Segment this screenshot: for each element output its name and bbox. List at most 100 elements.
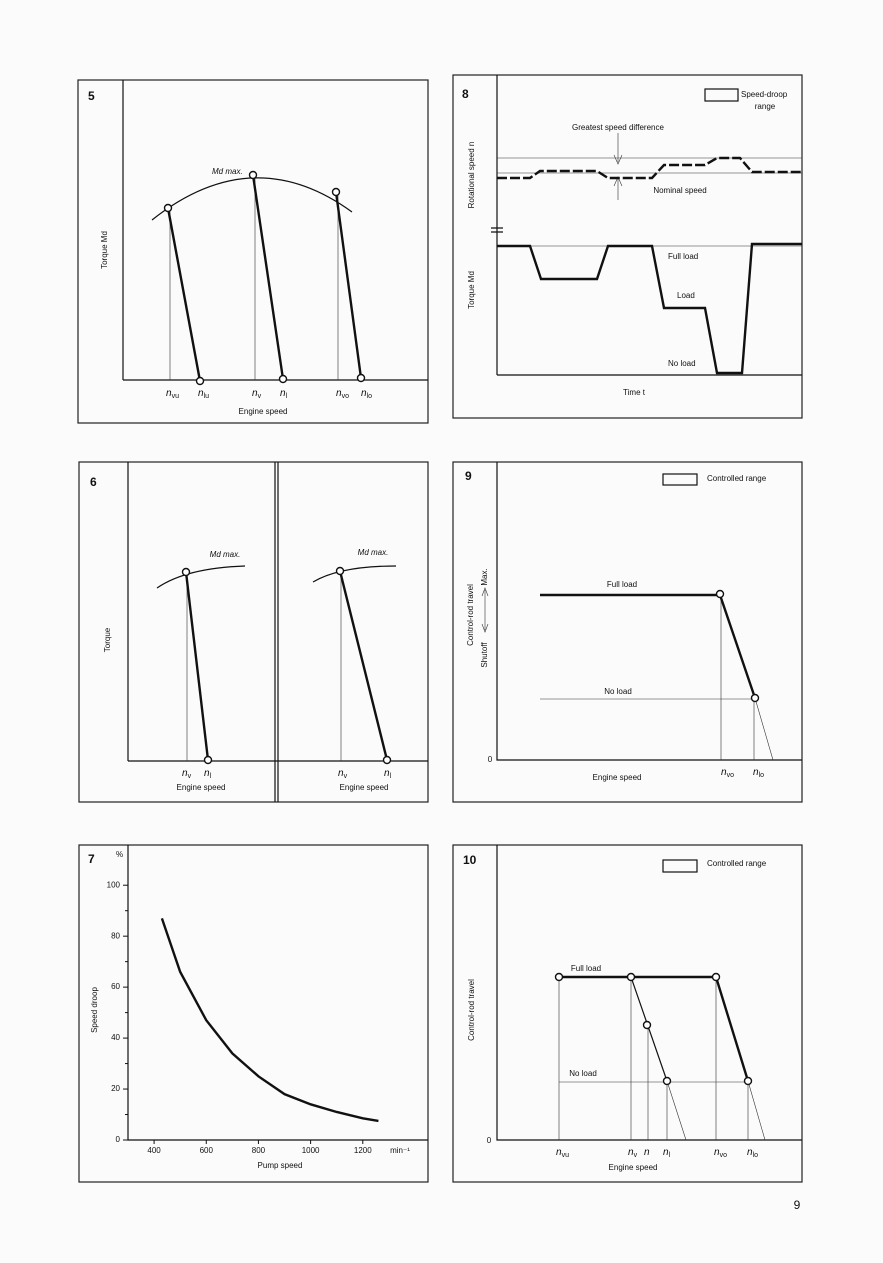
- frame: [452, 74, 803, 419]
- droop-lines: [166, 174, 363, 382]
- point: [750, 693, 760, 703]
- arrows: [613, 133, 623, 200]
- point: [743, 1076, 753, 1086]
- y-label: Control-rod travel: [467, 979, 476, 1041]
- axes: [496, 845, 802, 1141]
- y-label: Speed droop: [90, 987, 99, 1033]
- x-label: Engine speed: [340, 783, 389, 792]
- speed-subscript: l: [286, 393, 288, 400]
- legend-box: [662, 859, 698, 873]
- x-label: Engine speed: [609, 1163, 658, 1172]
- speed-label: nvo: [721, 767, 734, 779]
- legend-box: [704, 88, 739, 102]
- point: [642, 1020, 652, 1030]
- figure-number: 5: [88, 89, 95, 103]
- frame: [78, 844, 429, 1183]
- speed-symbol: n: [336, 388, 342, 399]
- speed-label: nlo: [361, 388, 372, 400]
- curves: [156, 565, 397, 589]
- frame: [452, 844, 803, 1183]
- full-load-line: [559, 975, 750, 1082]
- speed-subscript: l: [669, 1152, 671, 1159]
- y-tick-label: 0: [116, 1135, 121, 1144]
- axis-break: [491, 227, 503, 233]
- thin-lines: [558, 977, 766, 1141]
- legend-label: Speed-droop: [741, 90, 788, 99]
- speed-subscript: v: [258, 393, 262, 400]
- annotation: Nominal speed: [653, 186, 706, 195]
- speed-symbol: n: [280, 388, 286, 399]
- annotation: No load: [604, 687, 632, 696]
- page-number: 9: [794, 1198, 801, 1212]
- x-marks: nvu nv n nl nvo nlo: [556, 1147, 758, 1159]
- origin-label: 0: [487, 1136, 492, 1145]
- point: [248, 170, 258, 180]
- speed-symbol: n: [753, 767, 759, 778]
- y-tick-label: 20: [111, 1084, 120, 1093]
- speed-label: nl: [204, 768, 212, 780]
- y-tick-label: 100: [107, 880, 121, 889]
- points: [163, 170, 366, 386]
- point: [382, 755, 392, 765]
- annotation: Load: [677, 291, 695, 300]
- y-label: Torque: [103, 627, 112, 652]
- speed-symbol: n: [747, 1147, 753, 1158]
- speed-label: nl: [384, 768, 392, 780]
- point: [711, 972, 721, 982]
- speed-label: nlo: [753, 767, 764, 779]
- y-label: Torque Md: [100, 231, 109, 269]
- point: [335, 566, 345, 576]
- speed-label: n: [644, 1147, 650, 1158]
- speed-subscript: lo: [759, 772, 765, 779]
- speed-symbol: n: [714, 1147, 720, 1158]
- x-label: Time t: [623, 388, 646, 397]
- speed-symbol: n: [663, 1147, 669, 1158]
- speed-label: nlu: [198, 388, 209, 400]
- droop-line: [630, 976, 668, 1082]
- y-tick-label: 40: [111, 1033, 120, 1042]
- speed-symbol: n: [204, 768, 210, 779]
- annotation: No load: [668, 359, 696, 368]
- x-label: Engine speed: [177, 783, 226, 792]
- x-tick-label: 600: [200, 1146, 214, 1155]
- speed-symbol: n: [166, 388, 172, 399]
- point: [203, 755, 213, 765]
- y-tick-label: 80: [111, 931, 120, 940]
- speed-label: nvu: [556, 1147, 569, 1159]
- x-marks: nv nl: [338, 768, 392, 780]
- speed-subscript: vu: [562, 1152, 570, 1159]
- figure-9: 9 Controlled range Control-rod travel Sh…: [452, 461, 803, 803]
- guide-lines: [169, 175, 339, 380]
- speed-symbol: n: [182, 768, 188, 779]
- x-tick-label: 1000: [302, 1146, 320, 1155]
- annotation: Full load: [668, 252, 698, 261]
- speed-label: nl: [280, 388, 288, 400]
- figure-10: 10 Controlled range Control-rod travel 0…: [452, 844, 803, 1183]
- speed-label: nvo: [336, 388, 349, 400]
- x-marks: nv nl: [182, 768, 212, 780]
- y-unit: %: [116, 850, 123, 859]
- annotation: Full load: [571, 964, 601, 973]
- x-tick-label: 400: [147, 1146, 161, 1155]
- speed-label: nv: [338, 768, 348, 780]
- y-end: Max.: [480, 568, 489, 585]
- figure-6: 6 Torque Md max. Md max. nv nl nv nl Engin…: [78, 461, 429, 803]
- x-tick-label: 800: [252, 1146, 266, 1155]
- annotation: Full load: [607, 580, 637, 589]
- figure-number: 7: [88, 852, 95, 866]
- point: [626, 972, 636, 982]
- speed-subscript: vu: [172, 393, 180, 400]
- point: [195, 376, 205, 386]
- curve: [151, 177, 353, 221]
- y-label: Torque Md: [467, 271, 476, 309]
- point: [163, 203, 173, 213]
- figure-number: 8: [462, 87, 469, 101]
- y-label: Control-rod travel: [466, 584, 475, 646]
- curve-label: Md max.: [358, 548, 389, 557]
- speed-label: nv: [182, 768, 192, 780]
- annotation: No load: [569, 1069, 597, 1078]
- x-label: Pump speed: [258, 1161, 303, 1170]
- speed-label: nl: [663, 1147, 671, 1159]
